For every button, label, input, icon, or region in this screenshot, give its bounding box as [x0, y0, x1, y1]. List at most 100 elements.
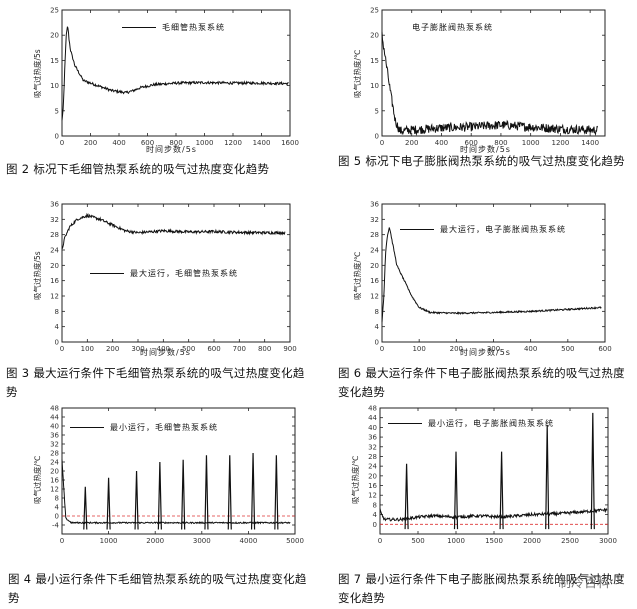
chart-legend: 电子膨胀阀热泵系统 — [412, 22, 493, 33]
y-tick-label: 16 — [368, 482, 377, 490]
x-tick-label: 800 — [258, 345, 271, 353]
x-tick-label: 200 — [405, 139, 418, 147]
x-axis-label: 时间步数/5s — [146, 145, 197, 154]
y-tick-label: 10 — [50, 82, 59, 90]
y-tick-label: 16 — [50, 277, 59, 285]
y-tick-label: 0 — [375, 339, 379, 347]
y-tick-label: 0 — [55, 133, 59, 141]
chart-panel-fig4: 0 1000 2000 3000 4000 5000 -4 0 4 8 12 16 20 24 28 32 36… — [30, 404, 305, 554]
y-tick-label: 28 — [370, 231, 379, 239]
x-tick-label: 1000 — [447, 537, 465, 545]
legend-line-swatch — [388, 423, 422, 424]
series-spike — [453, 451, 459, 530]
y-tick-label: 25 — [370, 7, 379, 15]
x-axis-label: 时间步数/5s — [460, 348, 511, 357]
chart-svg: 0 100 200 300 400 500 600 700 800 900 0 4 8 12 16 20 24 2… — [50, 201, 297, 354]
y-tick-label: 20 — [370, 32, 379, 40]
x-tick-label: 600 — [465, 139, 478, 147]
x-tick-label: 0 — [380, 345, 384, 353]
x-tick-label: 1200 — [551, 139, 569, 147]
series-spike — [83, 486, 88, 530]
x-tick-label: 2500 — [561, 537, 579, 545]
y-tick-label: 8 — [55, 495, 59, 503]
chart-svg: 0 200 400 600 800 1000 1200 1400 0 5 10 15 20 25 — [370, 7, 606, 147]
y-tick-label: 25 — [50, 7, 59, 15]
y-axis-label: 吸气过热度/5s — [33, 49, 42, 98]
y-tick-label: 4 — [55, 504, 60, 512]
chart-panel-fig5: 0 200 400 600 800 1000 1200 1400 0 5 10 15 20 25 电子膨胀… — [350, 6, 615, 156]
y-tick-label: 36 — [50, 432, 59, 440]
x-tick-label: 200 — [106, 345, 119, 353]
chart-legend: 最小运行，毛细管热泵系统 — [70, 422, 218, 433]
x-tick-label: 1000 — [100, 537, 118, 545]
x-tick-label: 1200 — [224, 139, 242, 147]
series-spike — [204, 455, 209, 530]
x-tick-label: 700 — [233, 345, 246, 353]
y-tick-label: 20 — [370, 262, 379, 270]
y-tick-label: 4 — [373, 511, 378, 519]
series-spike — [499, 451, 504, 530]
y-tick-label: 48 — [50, 405, 59, 413]
x-tick-label: 300 — [487, 345, 500, 353]
y-tick-label: 16 — [50, 477, 59, 485]
x-tick-label: 1600 — [281, 139, 299, 147]
x-tick-label: 0 — [60, 139, 64, 147]
series-line — [61, 212, 286, 250]
y-tick-label: 24 — [370, 247, 379, 255]
y-axis-label: 吸气过热度/℃ — [351, 455, 360, 504]
y-tick-label: 16 — [370, 277, 379, 285]
chart-panel-fig7: 0 500 1000 1500 2000 2500 3000 0 4 8 12 16 20 24 28 32 3… — [348, 404, 618, 554]
series-spike — [227, 455, 232, 530]
y-axis-label: 吸气过热度/5s — [33, 251, 42, 300]
plot-frame — [61, 203, 291, 343]
x-tick-label: 400 — [112, 139, 125, 147]
x-tick-label: 3000 — [599, 537, 617, 545]
chart-legend: 最小运行，电子膨胀阀热泵系统 — [388, 418, 554, 429]
y-tick-label: 28 — [368, 453, 377, 461]
x-tick-label: 800 — [494, 139, 507, 147]
chart-panel-fig6: 0 100 200 300 400 500 600 0 4 8 12 16 20 24 28 32 36 最大运… — [350, 200, 615, 362]
y-tick-label: 8 — [373, 501, 377, 509]
x-tick-label: 0 — [380, 139, 384, 147]
y-tick-label: 0 — [55, 513, 59, 521]
series-spike — [250, 452, 256, 530]
legend-line-swatch — [90, 273, 124, 274]
series-spike — [404, 463, 409, 530]
x-tick-label: 500 — [182, 345, 195, 353]
x-tick-label: 2000 — [523, 537, 541, 545]
y-tick-label: 20 — [50, 32, 59, 40]
series-line — [381, 31, 599, 137]
legend-line-swatch — [70, 427, 104, 428]
plot-frame — [381, 9, 606, 137]
y-tick-label: 32 — [50, 216, 59, 224]
x-tick-label: 500 — [411, 537, 424, 545]
x-tick-label: 500 — [561, 345, 574, 353]
y-tick-label: -4 — [52, 522, 60, 530]
x-tick-label: 0 — [60, 537, 64, 545]
chart-svg: 0 200 400 600 800 1000 1200 1400 1600 0 5 10 15 20 25 — [50, 7, 299, 148]
legend-line-swatch — [400, 229, 434, 230]
x-tick-label: 200 — [84, 139, 97, 147]
y-tick-label: 20 — [50, 468, 59, 476]
series-spike — [134, 470, 139, 530]
series-spike — [106, 477, 111, 530]
y-tick-label: 48 — [368, 405, 377, 413]
y-tick-label: 12 — [50, 486, 59, 494]
y-tick-label: 15 — [370, 57, 379, 65]
y-tick-label: 20 — [368, 472, 377, 480]
y-tick-label: 10 — [370, 82, 379, 90]
y-axis-label: 吸气过热度/℃ — [353, 49, 362, 98]
x-tick-label: 3000 — [193, 537, 211, 545]
y-tick-label: 8 — [375, 308, 379, 316]
chart-panel-fig2: 0 200 400 600 800 1000 1200 1400 1600 0 5 10 15 20 25 … — [30, 6, 300, 156]
y-tick-label: 28 — [50, 231, 59, 239]
x-tick-label: 5000 — [286, 537, 304, 545]
figure-caption: 图 4 最小运行条件下毛细管热泵系统的吸气过热度变化趋势 — [8, 572, 307, 605]
y-tick-label: 8 — [55, 308, 59, 316]
y-tick-label: 5 — [375, 107, 379, 115]
y-tick-label: 24 — [50, 247, 59, 255]
figure-caption: 图 7 最小运行条件下电子膨胀阀热泵系统的吸气过热度变化趋势 — [338, 572, 625, 605]
series-line — [381, 227, 602, 323]
x-tick-label: 0 — [60, 345, 64, 353]
y-tick-label: 5 — [55, 107, 59, 115]
